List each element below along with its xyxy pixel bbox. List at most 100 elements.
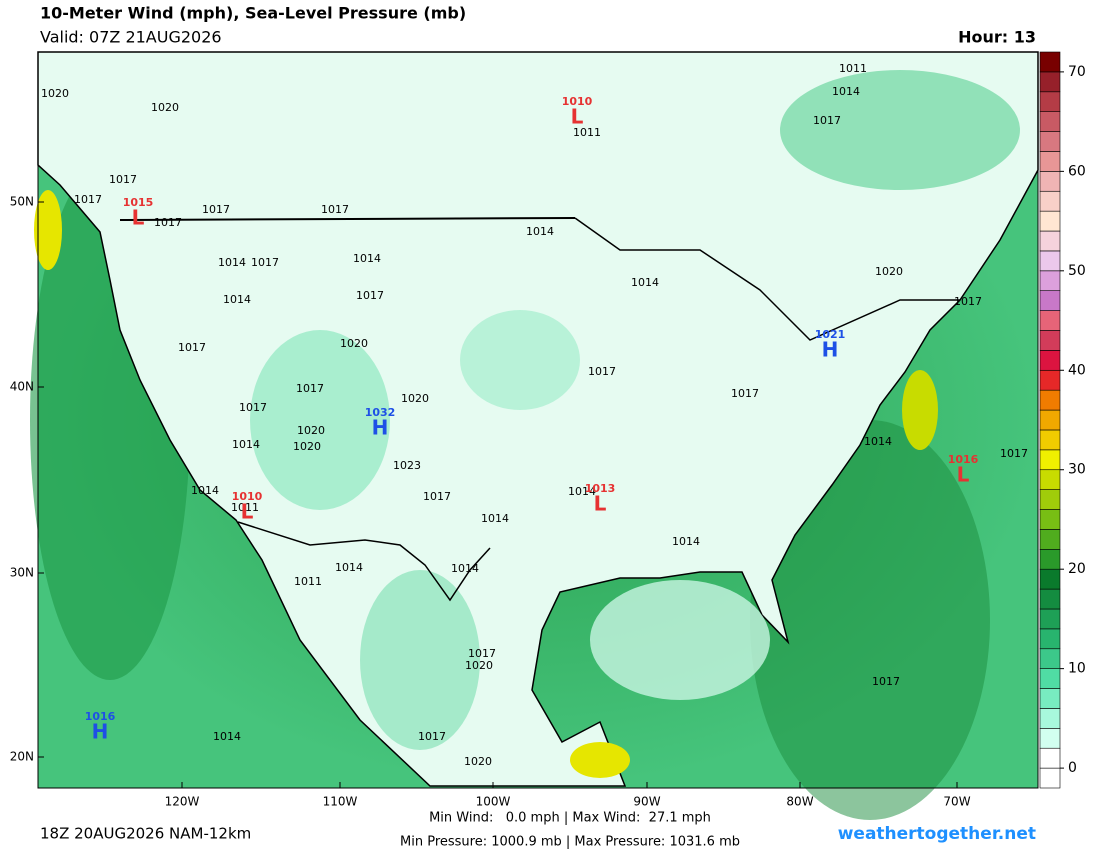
isobar-label: 1020 bbox=[41, 87, 69, 100]
isobar-label: 1011 bbox=[573, 126, 601, 139]
colorbar-label: 40 bbox=[1068, 362, 1086, 378]
wind-shade bbox=[590, 580, 770, 700]
isobar-label: 1017 bbox=[109, 173, 137, 186]
isobar-label: 1014 bbox=[353, 252, 381, 265]
colorbar-band bbox=[1039, 628, 1061, 650]
colorbar-band bbox=[1039, 389, 1061, 411]
isobar-label: 1017 bbox=[239, 401, 267, 414]
colorbar-band bbox=[1039, 71, 1061, 93]
colorbar-band bbox=[1039, 747, 1061, 769]
isobar-label: 1017 bbox=[423, 490, 451, 503]
pressure-letter: L bbox=[594, 492, 607, 516]
pressure-value: 1016 bbox=[85, 710, 116, 723]
isobar-label: 1017 bbox=[468, 647, 496, 660]
colorbar-band bbox=[1039, 469, 1061, 490]
wind-shade bbox=[460, 310, 580, 410]
isobar-label: 1017 bbox=[74, 193, 102, 206]
isobar-label: 1017 bbox=[588, 365, 616, 378]
colorbar-band bbox=[1039, 350, 1061, 371]
isobar-label: 1017 bbox=[954, 295, 982, 308]
colorbar-band bbox=[1039, 190, 1061, 212]
colorbar-label: 50 bbox=[1068, 263, 1086, 279]
isobar-label: 1014 bbox=[335, 561, 363, 574]
lat-label: 20N bbox=[10, 750, 34, 764]
lon-label: 90W bbox=[633, 795, 660, 809]
isobar-label: 1014 bbox=[223, 293, 251, 306]
colorbar-band bbox=[1039, 290, 1061, 311]
isobar-label: 1017 bbox=[1000, 447, 1028, 460]
isobar-label: 1017 bbox=[296, 382, 324, 395]
colorbar-band bbox=[1039, 449, 1061, 471]
lat-label: 50N bbox=[10, 195, 34, 209]
isobar-label: 1017 bbox=[178, 341, 206, 354]
isobar-label: 1017 bbox=[731, 387, 759, 400]
colorbar-band bbox=[1039, 310, 1061, 331]
pressure-value: 1016 bbox=[948, 453, 979, 466]
colorbar-band bbox=[1039, 728, 1061, 749]
isobar-label: 1014 bbox=[191, 484, 219, 497]
colorbar-band bbox=[1039, 330, 1061, 351]
colorbar-band bbox=[1039, 151, 1061, 172]
colorbar-label: 30 bbox=[1068, 462, 1086, 478]
colorbar-band bbox=[1039, 429, 1061, 451]
pressure-value: 1010 bbox=[232, 490, 263, 503]
colorbar-label: 0 bbox=[1068, 760, 1077, 776]
pressure-value: 1032 bbox=[365, 406, 396, 419]
colorbar-band bbox=[1039, 668, 1061, 689]
colorbar-label: 10 bbox=[1068, 661, 1086, 677]
isobar-label: 1017 bbox=[251, 256, 279, 269]
isobar-label: 1014 bbox=[631, 276, 659, 289]
ocean-shade bbox=[750, 420, 990, 820]
valid-time: Valid: 07Z 21AUG2026 bbox=[40, 28, 222, 47]
map bbox=[30, 51, 1039, 820]
site-link[interactable]: weathertogether.net bbox=[838, 824, 1036, 844]
colorbar-band bbox=[1039, 648, 1061, 669]
lon-label: 70W bbox=[943, 795, 970, 809]
wind-shade bbox=[360, 570, 480, 750]
isobar-label: 1017 bbox=[418, 730, 446, 743]
isobar-label: 1011 bbox=[839, 62, 867, 75]
isobar-label: 1017 bbox=[202, 203, 230, 216]
isobar-label: 1017 bbox=[154, 216, 182, 229]
pressure-value: 1015 bbox=[123, 196, 154, 209]
isobar-label: 1014 bbox=[481, 512, 509, 525]
pressure-letter: L bbox=[241, 500, 254, 524]
colorbar-band bbox=[1039, 91, 1061, 112]
isobar-label: 1020 bbox=[875, 265, 903, 278]
colorbar-band bbox=[1039, 509, 1061, 530]
pressure-letter: L bbox=[132, 206, 145, 230]
isobar-label: 1023 bbox=[393, 459, 421, 472]
pressure-value: 1010 bbox=[562, 95, 593, 108]
colorbar-band bbox=[1039, 529, 1061, 550]
wind-stats: Min Wind: 0.0 mph | Max Wind: 27.1 mph bbox=[429, 811, 711, 826]
lat-label: 40N bbox=[10, 380, 34, 394]
isobar-label: 1014 bbox=[218, 256, 246, 269]
model-run: 18Z 20AUG2026 NAM-12km bbox=[40, 825, 251, 843]
lon-label: 100W bbox=[476, 795, 511, 809]
isobar-label: 1011 bbox=[231, 501, 259, 514]
colorbar-band bbox=[1039, 568, 1061, 590]
colorbar-band bbox=[1039, 230, 1061, 252]
pressure-letter: L bbox=[957, 463, 970, 487]
colorbar-band bbox=[1039, 369, 1061, 391]
isobar-label: 1014 bbox=[526, 225, 554, 238]
isobar-label: 1014 bbox=[232, 438, 260, 451]
wind-shade bbox=[250, 330, 390, 510]
pressure-stats: Min Pressure: 1000.9 mb | Max Pressure: … bbox=[400, 835, 740, 850]
isobar-label: 1020 bbox=[293, 440, 321, 453]
forecast-hour: Hour: 13 bbox=[958, 28, 1036, 47]
colorbar-band bbox=[1039, 270, 1061, 292]
wind-max bbox=[902, 370, 938, 450]
colorbar-label: 60 bbox=[1068, 163, 1086, 179]
pressure-letter: L bbox=[571, 105, 584, 129]
lon-label: 80W bbox=[786, 795, 813, 809]
isobar-label: 1011 bbox=[294, 575, 322, 588]
isobar-label: 1014 bbox=[832, 85, 860, 98]
isobar-label: 1014 bbox=[864, 435, 892, 448]
isobar-label: 1014 bbox=[451, 562, 479, 575]
colorbar-band bbox=[1039, 250, 1061, 272]
colorbar-band bbox=[1039, 708, 1061, 729]
map-frame bbox=[37, 51, 1039, 789]
wind-shade bbox=[780, 70, 1020, 190]
colorbar-band bbox=[1039, 171, 1061, 192]
